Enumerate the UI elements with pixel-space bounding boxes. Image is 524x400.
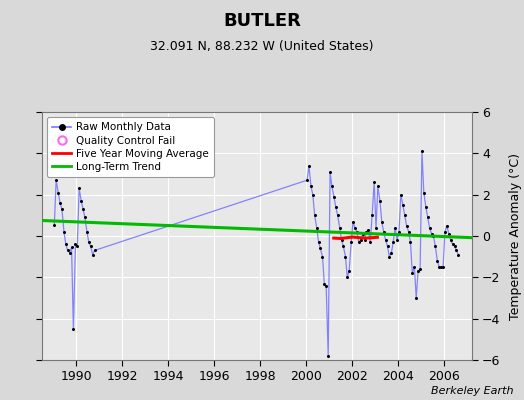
Legend: Raw Monthly Data, Quality Control Fail, Five Year Moving Average, Long-Term Tren: Raw Monthly Data, Quality Control Fail, … <box>47 117 214 177</box>
Text: 32.091 N, 88.232 W (United States): 32.091 N, 88.232 W (United States) <box>150 40 374 53</box>
Y-axis label: Temperature Anomaly (°C): Temperature Anomaly (°C) <box>509 152 522 320</box>
Text: BUTLER: BUTLER <box>223 12 301 30</box>
Text: Berkeley Earth: Berkeley Earth <box>431 386 514 396</box>
